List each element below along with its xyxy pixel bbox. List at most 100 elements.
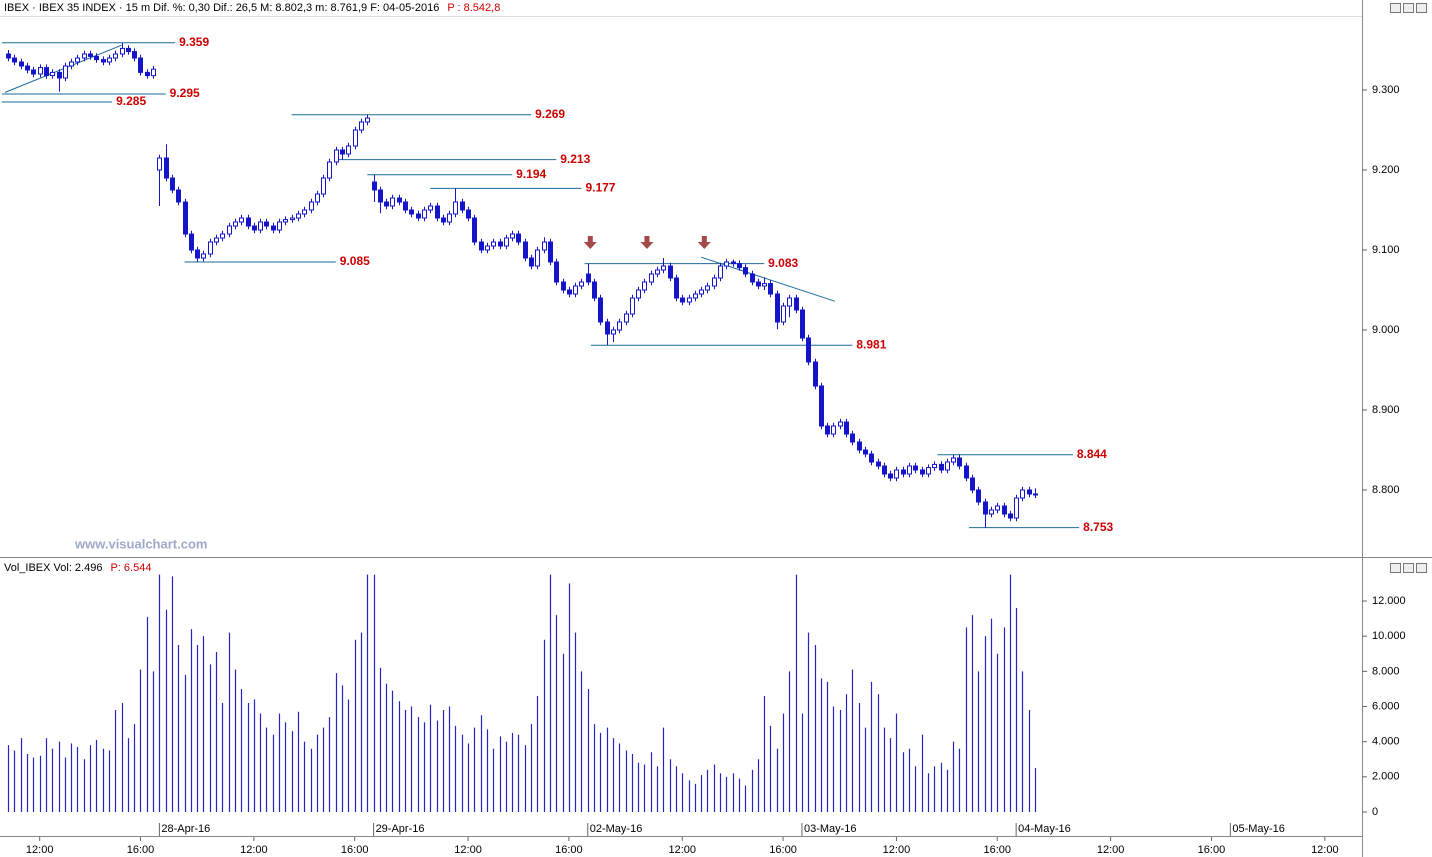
candle-body: [649, 273, 654, 283]
candle-body: [932, 463, 937, 469]
candle-body: [246, 217, 251, 227]
level-label: 8.981: [856, 337, 886, 351]
candle-body: [920, 469, 925, 475]
level-label: 9.194: [516, 167, 546, 181]
x-tick-label: 16:00: [341, 844, 369, 856]
candle-body: [82, 53, 87, 59]
level-label: 9.213: [560, 152, 590, 166]
candle-body: [189, 233, 194, 251]
candle-body: [813, 361, 818, 387]
candle-body: [737, 263, 742, 269]
close-button[interactable]: [1416, 3, 1427, 13]
candle-body: [504, 237, 509, 247]
y-tick-label: 9.100: [1372, 244, 1400, 256]
x-tick-label: 16:00: [983, 844, 1011, 856]
candle-body: [460, 201, 465, 211]
y-tick-label: 2.000: [1372, 771, 1400, 783]
candle-body: [794, 297, 799, 311]
candle-body: [768, 283, 773, 295]
candle-body: [57, 71, 62, 79]
price-header-last: P : 8.542,8: [447, 2, 500, 14]
candle-body: [416, 213, 421, 219]
candle-body: [687, 297, 692, 303]
candle-body: [579, 281, 584, 287]
candle-body: [441, 217, 446, 223]
candle-body: [164, 157, 169, 179]
y-tick-label: 6.000: [1372, 700, 1400, 712]
candle-body: [712, 277, 717, 287]
candle-body: [397, 197, 402, 203]
candle-body: [1033, 493, 1038, 496]
level-label: 8.753: [1083, 520, 1113, 534]
candle-body: [699, 289, 704, 295]
candle-body: [271, 225, 276, 231]
date-tick-label: 04-May-16: [1018, 823, 1071, 835]
candle-body: [844, 421, 849, 435]
minimize-button[interactable]: [1390, 563, 1401, 573]
candle-body: [668, 265, 673, 279]
date-tick-label: 02-May-16: [590, 823, 643, 835]
candle-body: [296, 213, 301, 219]
y-tick-label: 4.000: [1372, 736, 1400, 748]
candle-body: [970, 477, 975, 491]
candle-body: [661, 265, 666, 271]
y-tick-label: 9.000: [1372, 324, 1400, 336]
candle-body: [25, 65, 30, 71]
candle-body: [44, 67, 49, 77]
candle-body: [567, 289, 572, 295]
candle-body: [901, 469, 906, 475]
candle-body: [157, 157, 162, 171]
candle-body: [781, 305, 786, 323]
maximize-button[interactable]: [1403, 563, 1414, 573]
candle-body: [309, 201, 314, 211]
level-label: 9.083: [768, 256, 798, 270]
candle-body: [472, 217, 477, 243]
date-tick-label: 28-Apr-16: [161, 823, 210, 835]
candle-body: [31, 69, 36, 75]
candle-body: [598, 297, 603, 323]
level-label: 9.359: [179, 35, 209, 49]
candle-body: [220, 233, 225, 239]
y-tick-label: 8.000: [1372, 665, 1400, 677]
maximize-button[interactable]: [1403, 3, 1414, 13]
candle-body: [340, 149, 345, 155]
candle-body: [19, 61, 24, 67]
candle-body: [535, 249, 540, 267]
y-tick-label: 10.000: [1372, 630, 1406, 642]
arrow-marker: [697, 236, 711, 249]
level-label: 9.295: [170, 86, 200, 100]
candle-body: [863, 449, 868, 455]
candle-body: [390, 197, 395, 207]
candle-body: [523, 241, 528, 259]
candle-body: [88, 53, 93, 57]
candle-body: [38, 67, 43, 75]
candle-body: [850, 433, 855, 443]
candle-body: [403, 201, 408, 211]
candle-body: [283, 219, 288, 223]
candle-body: [113, 53, 118, 59]
x-tick-label: 16:00: [555, 844, 583, 856]
candle-body: [913, 465, 918, 471]
candle-body: [107, 57, 112, 63]
x-tick-label: 16:00: [769, 844, 797, 856]
candle-body: [428, 205, 433, 211]
candle-body: [466, 209, 471, 219]
close-button[interactable]: [1416, 563, 1427, 573]
candle-body: [479, 241, 484, 251]
candle-body: [233, 221, 238, 227]
candle-body: [743, 267, 748, 275]
candle-body: [334, 149, 339, 163]
candle-body: [353, 129, 358, 147]
candle-body: [705, 285, 710, 291]
candle-body: [214, 237, 219, 243]
minimize-button[interactable]: [1390, 3, 1401, 13]
candle-body: [838, 421, 843, 427]
candle-body: [302, 209, 307, 215]
candle-body: [857, 441, 862, 451]
volume-header-last: P: 6.544: [110, 562, 151, 574]
candle-body: [693, 293, 698, 299]
date-tick-label: 05-May-16: [1232, 823, 1285, 835]
candle-body: [630, 297, 635, 315]
candle-body: [176, 189, 181, 203]
